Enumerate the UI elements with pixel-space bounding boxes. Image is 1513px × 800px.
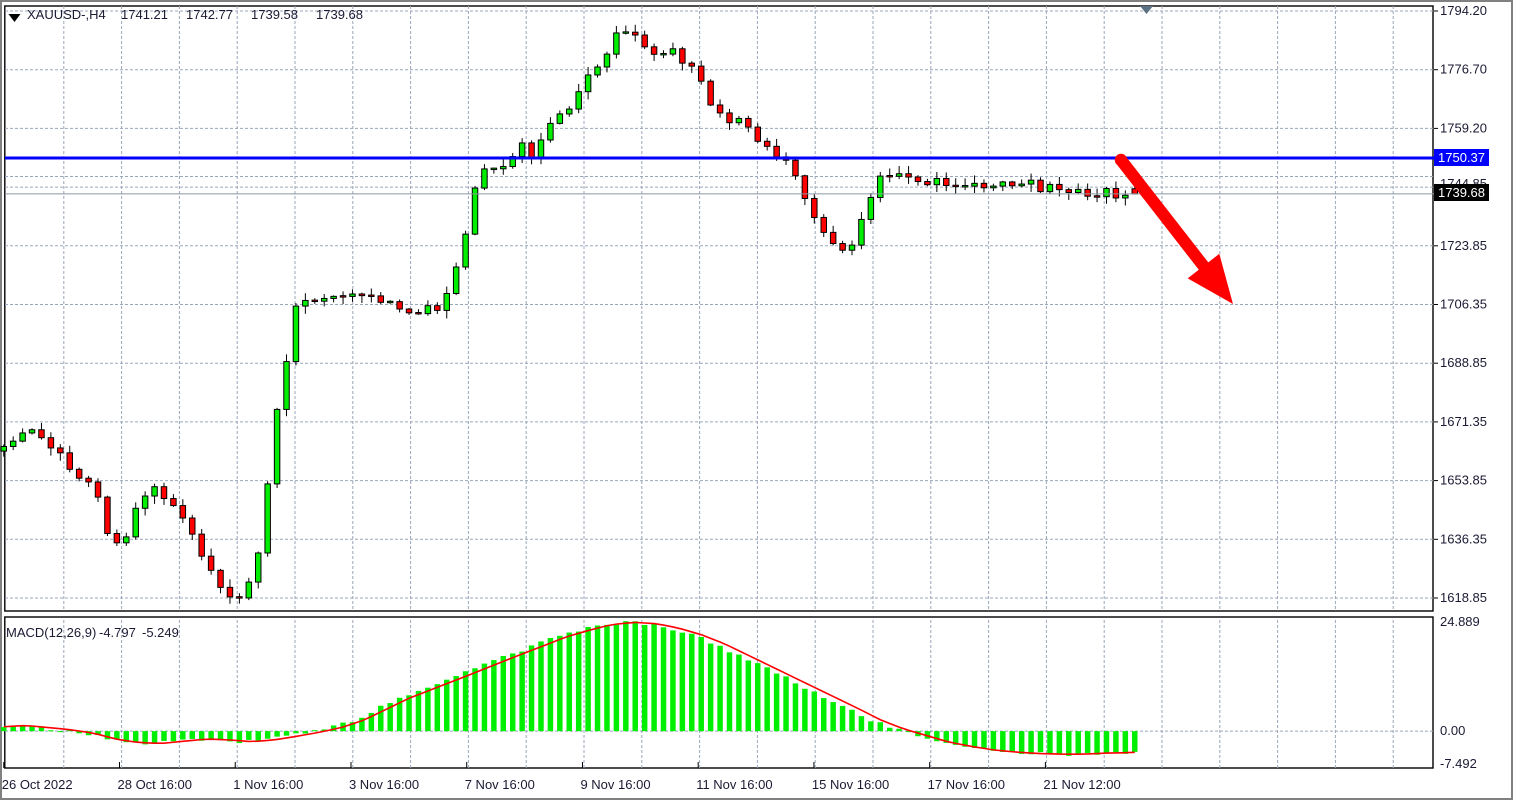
svg-text:1618.85: 1618.85 bbox=[1440, 590, 1487, 605]
svg-text:1636.35: 1636.35 bbox=[1440, 531, 1487, 546]
svg-text:28 Oct 16:00: 28 Oct 16:00 bbox=[118, 777, 192, 792]
svg-text:11 Nov 16:00: 11 Nov 16:00 bbox=[696, 777, 772, 792]
svg-text:3 Nov 16:00: 3 Nov 16:00 bbox=[349, 777, 419, 792]
svg-text:1653.85: 1653.85 bbox=[1440, 473, 1487, 488]
svg-text:24.889: 24.889 bbox=[1440, 614, 1480, 629]
svg-text:-7.492: -7.492 bbox=[1440, 756, 1477, 771]
svg-text:1723.85: 1723.85 bbox=[1440, 238, 1487, 253]
svg-text:1688.85: 1688.85 bbox=[1440, 355, 1487, 370]
svg-text:1671.35: 1671.35 bbox=[1440, 414, 1487, 429]
svg-text:26 Oct 2022: 26 Oct 2022 bbox=[2, 777, 73, 792]
svg-text:17 Nov 16:00: 17 Nov 16:00 bbox=[928, 777, 1005, 792]
svg-text:1794.20: 1794.20 bbox=[1440, 3, 1487, 18]
svg-text:1706.35: 1706.35 bbox=[1440, 297, 1487, 312]
svg-text:21 Nov 12:00: 21 Nov 12:00 bbox=[1043, 777, 1120, 792]
svg-text:9 Nov 16:00: 9 Nov 16:00 bbox=[580, 777, 650, 792]
svg-text:1776.70: 1776.70 bbox=[1440, 62, 1487, 77]
svg-text:1759.20: 1759.20 bbox=[1440, 120, 1487, 135]
svg-text:1 Nov 16:00: 1 Nov 16:00 bbox=[233, 777, 303, 792]
svg-text:7 Nov 16:00: 7 Nov 16:00 bbox=[465, 777, 535, 792]
svg-text:0.00: 0.00 bbox=[1440, 723, 1465, 738]
svg-text:15 Nov 16:00: 15 Nov 16:00 bbox=[812, 777, 889, 792]
